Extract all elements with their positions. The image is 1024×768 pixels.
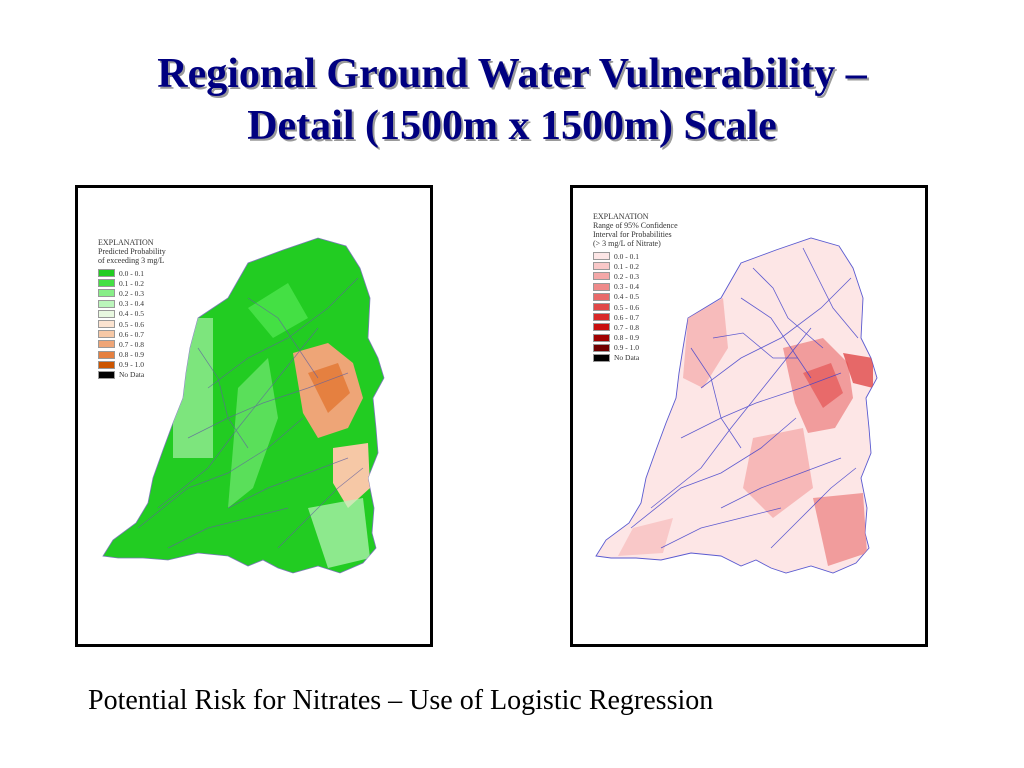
- legend-item: 0.7 - 0.8: [593, 322, 678, 332]
- predicted-probability-map-panel: EXPLANATION Predicted Probability of exc…: [75, 185, 433, 647]
- legend-item: 0.2 - 0.3: [593, 271, 678, 281]
- legend-subtitle-line-2: Interval for Probabilities: [593, 230, 672, 239]
- legend-swatch: [98, 320, 115, 329]
- legend-swatch: [98, 289, 115, 298]
- legend-item: 0.3 - 0.4: [98, 299, 166, 309]
- legend-item-label: 0.2 - 0.3: [119, 288, 144, 298]
- legend-item: No Data: [593, 353, 678, 363]
- legend-swatch: [98, 360, 115, 369]
- legend-item-label: 0.8 - 0.9: [119, 350, 144, 360]
- legend-swatch: [593, 272, 610, 281]
- legend-item-label: 0.1 - 0.2: [119, 278, 144, 288]
- legend-item: 0.0 - 0.1: [593, 251, 678, 261]
- legend-item-label: 0.6 - 0.7: [614, 312, 639, 322]
- legend-item: 0.5 - 0.6: [593, 302, 678, 312]
- predicted-probability-map: [102, 237, 385, 574]
- legend-swatch: [593, 303, 610, 312]
- legend-swatch: [98, 370, 115, 379]
- legend-item: 0.6 - 0.7: [98, 329, 166, 339]
- legend-title: EXPLANATION: [98, 238, 154, 247]
- legend-item: 0.6 - 0.7: [593, 312, 678, 322]
- slide-caption: Potential Risk for Nitrates – Use of Log…: [88, 685, 714, 716]
- confidence-interval-map: [595, 237, 878, 574]
- legend-item: 0.4 - 0.5: [593, 292, 678, 302]
- legend-item: 0.1 - 0.2: [98, 278, 166, 288]
- legend-item-label: 0.2 - 0.3: [614, 271, 639, 281]
- legend-item-label: 0.0 - 0.1: [614, 251, 639, 261]
- legend-swatch: [98, 330, 115, 339]
- legend-swatch: [593, 282, 610, 291]
- legend-swatch: [593, 343, 610, 352]
- slide-title-line-2: Detail (1500m x 1500m) Scale: [247, 103, 777, 149]
- legend-swatch: [98, 309, 115, 318]
- legend-items: 0.0 - 0.1 0.1 - 0.2 0.2 - 0.3 0.3 - 0.4 0.4 …: [98, 268, 166, 380]
- legend-subtitle-line-1: Range of 95% Confidence: [593, 221, 678, 230]
- legend-swatch: [593, 323, 610, 332]
- legend-swatch: [98, 279, 115, 288]
- legend-item-label: 0.3 - 0.4: [614, 282, 639, 292]
- legend-item: 0.5 - 0.6: [98, 319, 166, 329]
- legend-swatch: [98, 269, 115, 278]
- legend-item-label: 0.1 - 0.2: [614, 261, 639, 271]
- legend-item-label: 0.9 - 1.0: [119, 360, 144, 370]
- legend-subtitle-line-3: (> 3 mg/L of Nitrate): [593, 239, 661, 248]
- legend-swatch: [98, 340, 115, 349]
- legend-item-label: No Data: [614, 353, 640, 363]
- legend-item-label: 0.5 - 0.6: [614, 302, 639, 312]
- legend-swatch: [593, 333, 610, 342]
- legend-swatch: [98, 299, 115, 308]
- legend-swatch: [593, 262, 610, 271]
- legend-item: 0.3 - 0.4: [593, 282, 678, 292]
- legend-item: 0.1 - 0.2: [593, 261, 678, 271]
- legend-item: No Data: [98, 370, 166, 380]
- legend-subtitle-line-2: of exceeding 3 mg/L: [98, 256, 165, 265]
- legend-item-label: No Data: [119, 370, 145, 380]
- legend-item: 0.7 - 0.8: [98, 339, 166, 349]
- legend-swatch: [593, 313, 610, 322]
- legend-item: 0.8 - 0.9: [593, 333, 678, 343]
- legend-item-label: 0.7 - 0.8: [614, 322, 639, 332]
- predicted-probability-legend: EXPLANATION Predicted Probability of exc…: [98, 238, 166, 380]
- legend-swatch: [593, 292, 610, 301]
- legend-items: 0.0 - 0.1 0.1 - 0.2 0.2 - 0.3 0.3 - 0.4 0.4 …: [593, 251, 678, 363]
- legend-item: 0.0 - 0.1: [98, 268, 166, 278]
- legend-item-label: 0.3 - 0.4: [119, 299, 144, 309]
- legend-item-label: 0.4 - 0.5: [119, 309, 144, 319]
- legend-item: 0.2 - 0.3: [98, 288, 166, 298]
- legend-item-label: 0.8 - 0.9: [614, 333, 639, 343]
- legend-swatch: [593, 252, 610, 261]
- legend-item-label: 0.0 - 0.1: [119, 268, 144, 278]
- confidence-interval-legend: EXPLANATION Range of 95% Confidence Inte…: [593, 212, 678, 363]
- legend-item-label: 0.4 - 0.5: [614, 292, 639, 302]
- legend-swatch: [98, 350, 115, 359]
- legend-swatch: [593, 353, 610, 362]
- legend-item: 0.8 - 0.9: [98, 350, 166, 360]
- legend-item: 0.4 - 0.5: [98, 309, 166, 319]
- legend-item-label: 0.7 - 0.8: [119, 339, 144, 349]
- legend-item-label: 0.5 - 0.6: [119, 319, 144, 329]
- legend-item: 0.9 - 1.0: [593, 343, 678, 353]
- confidence-interval-map-panel: EXPLANATION Range of 95% Confidence Inte…: [570, 185, 928, 647]
- legend-subtitle-line-1: Predicted Probability: [98, 247, 166, 256]
- slide-title-line-1: Regional Ground Water Vulnerability –: [157, 51, 867, 97]
- legend-item-label: 0.6 - 0.7: [119, 329, 144, 339]
- legend-item: 0.9 - 1.0: [98, 360, 166, 370]
- legend-title: EXPLANATION: [593, 212, 649, 221]
- slide-title: Regional Ground Water Vulnerability – De…: [0, 48, 1024, 152]
- legend-item-label: 0.9 - 1.0: [614, 343, 639, 353]
